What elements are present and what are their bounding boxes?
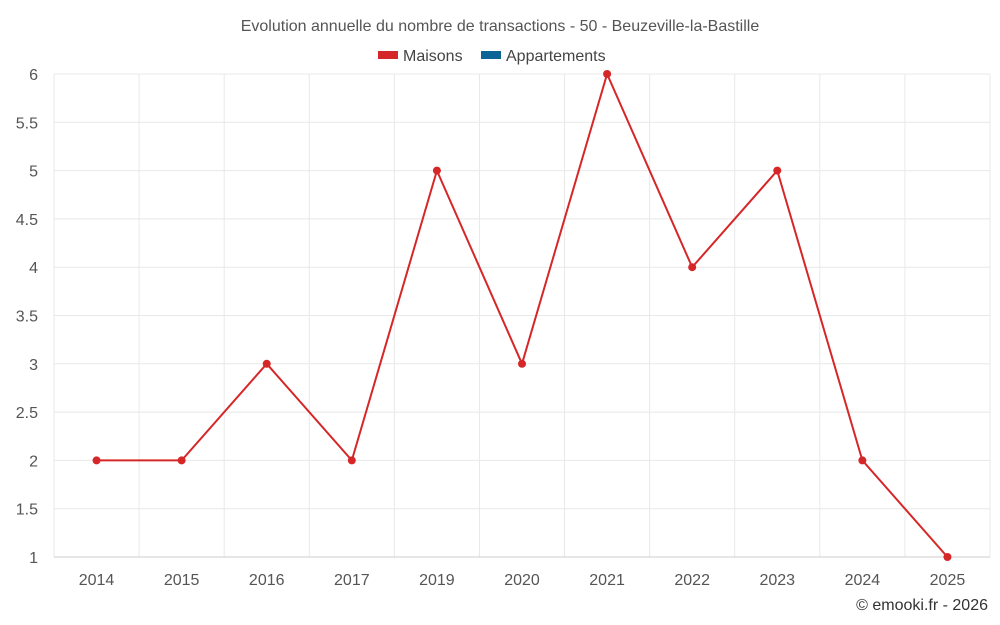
y-tick-label: 1 [29,550,38,567]
x-tick-label: 2016 [249,572,285,589]
data-point-maisons[interactable] [688,263,697,272]
y-gridlines [54,73,990,510]
legend-swatch-maisons [378,51,398,59]
x-axis-ticks: 2014 2015 2016 2017 2019 2020 2021 2022 2023 2024… [79,572,966,589]
x-tick-label: 2024 [845,572,881,589]
y-tick-label: 5 [29,164,38,181]
x-tick-label: 2020 [504,572,540,589]
data-point-maisons[interactable] [943,553,952,561]
y-axis-ticks: 1 1.5 2 2.5 3 3.5 4 4.5 5 5.5 6 [16,67,38,567]
x-tick-label: 2025 [930,572,966,589]
y-tick-label: 1.5 [16,502,38,519]
legend: Maisons Appartements [378,48,606,65]
data-point-maisons[interactable] [603,70,612,78]
y-tick-label: 6 [29,67,38,84]
data-point-maisons[interactable] [858,456,867,465]
y-tick-label: 4 [29,260,38,277]
y-tick-label: 3 [29,357,38,374]
x-tick-label: 2017 [334,572,370,589]
data-point-maisons[interactable] [518,359,526,368]
data-point-maisons[interactable] [92,456,101,465]
legend-item-maisons[interactable]: Maisons [378,48,463,65]
series-layer [92,70,952,561]
x-tick-label: 2022 [674,572,710,589]
data-point-maisons[interactable] [347,456,356,465]
x-tick-label: 2015 [164,572,200,589]
data-point-maisons[interactable] [773,166,782,175]
x-tick-label: 2014 [79,572,115,589]
y-tick-label: 4.5 [16,212,38,229]
legend-item-appartements[interactable]: Appartements [481,48,606,65]
legend-swatch-appartements [481,51,501,59]
y-tick-label: 2 [29,453,38,470]
y-tick-label: 5.5 [16,115,38,132]
x-tick-label: 2023 [759,572,795,589]
chart-title: Evolution annuelle du nombre de transact… [241,18,760,35]
credit-text: © emooki.fr - 2026 [856,597,988,614]
legend-label-appartements: Appartements [506,48,606,65]
legend-label-maisons: Maisons [403,48,463,65]
x-tick-label: 2021 [589,572,625,589]
y-tick-label: 3.5 [16,309,38,326]
data-point-maisons[interactable] [177,456,186,465]
y-tick-label: 2.5 [16,405,38,422]
x-tick-label: 2019 [419,572,455,589]
data-point-maisons[interactable] [432,166,441,175]
data-point-maisons[interactable] [262,359,271,368]
